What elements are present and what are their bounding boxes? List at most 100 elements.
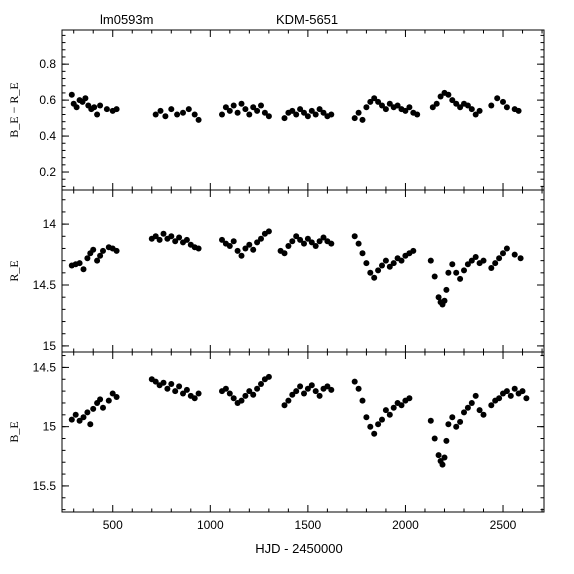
data-point bbox=[297, 236, 304, 243]
data-point bbox=[301, 390, 307, 397]
data-point bbox=[281, 402, 288, 409]
data-point bbox=[390, 260, 397, 267]
data-point bbox=[289, 391, 296, 398]
data-point bbox=[242, 106, 249, 113]
data-point bbox=[449, 261, 456, 268]
data-point bbox=[72, 411, 79, 418]
data-point bbox=[265, 228, 272, 235]
data-point bbox=[293, 388, 300, 395]
data-point bbox=[297, 383, 304, 390]
data-point bbox=[304, 235, 311, 242]
data-point bbox=[511, 385, 518, 392]
data-point bbox=[160, 230, 167, 237]
data-point bbox=[312, 111, 319, 118]
data-point bbox=[320, 234, 327, 241]
data-point bbox=[457, 418, 464, 425]
x-tick-label: 1500 bbox=[295, 518, 322, 532]
data-point bbox=[250, 104, 257, 111]
data-point bbox=[258, 381, 264, 387]
y-tick-label: 15 bbox=[43, 339, 57, 353]
data-point bbox=[113, 394, 120, 400]
y-axis-label: B_E bbox=[7, 421, 21, 442]
data-point bbox=[219, 111, 225, 118]
data-point bbox=[80, 266, 87, 273]
panel-color-index: 0.2 0.4 0.6 0.8 B_E − R_E bbox=[7, 29, 545, 191]
data-point bbox=[386, 411, 393, 418]
data-point bbox=[382, 257, 389, 264]
data-point bbox=[468, 400, 475, 406]
data-point bbox=[301, 240, 307, 247]
data-point bbox=[402, 107, 409, 114]
data-point bbox=[507, 392, 514, 399]
data-point bbox=[84, 409, 91, 416]
data-point bbox=[152, 233, 159, 240]
data-point bbox=[246, 388, 253, 395]
data-point bbox=[304, 113, 311, 120]
data-point bbox=[503, 388, 510, 395]
data-point bbox=[234, 247, 241, 254]
y-axis-label: R_E bbox=[7, 260, 21, 281]
data-point bbox=[90, 405, 97, 412]
data-point bbox=[328, 111, 335, 118]
data-point bbox=[105, 397, 112, 404]
data-point bbox=[94, 257, 101, 264]
panel-r-magnitude: 14 14.5 15 R_E bbox=[7, 189, 545, 353]
data-point bbox=[297, 106, 304, 113]
data-point bbox=[246, 111, 253, 118]
data-point bbox=[324, 383, 331, 390]
data-point bbox=[195, 116, 202, 123]
y-tick-label: 0.4 bbox=[39, 129, 56, 143]
data-point bbox=[312, 388, 319, 395]
data-point bbox=[156, 236, 163, 243]
data-point bbox=[289, 107, 296, 114]
data-point bbox=[226, 243, 233, 249]
data-point bbox=[281, 250, 288, 257]
data-point bbox=[76, 417, 83, 424]
data-point bbox=[308, 239, 315, 246]
data-point bbox=[443, 286, 450, 293]
data-point bbox=[293, 111, 300, 118]
data-point bbox=[152, 378, 159, 385]
data-point bbox=[394, 102, 401, 109]
data-point bbox=[379, 416, 385, 423]
header-center-label: KDM-5651 bbox=[276, 12, 338, 27]
data-point bbox=[113, 106, 120, 113]
panel-frame bbox=[61, 351, 545, 513]
data-point bbox=[152, 111, 159, 118]
data-point bbox=[523, 395, 530, 402]
data-point bbox=[351, 378, 358, 385]
data-point bbox=[183, 386, 190, 393]
data-point bbox=[431, 435, 438, 442]
data-point bbox=[320, 109, 327, 116]
data-point bbox=[464, 261, 471, 268]
data-point bbox=[359, 250, 366, 257]
header-left-label: lm0593m bbox=[100, 12, 153, 27]
data-point bbox=[433, 100, 440, 107]
data-point bbox=[97, 396, 104, 403]
data-point bbox=[68, 416, 75, 423]
data-point bbox=[172, 238, 179, 245]
data-point bbox=[258, 102, 264, 109]
data-point bbox=[242, 392, 249, 399]
data-point bbox=[476, 407, 483, 414]
data-point bbox=[379, 262, 385, 269]
data-point bbox=[191, 395, 198, 402]
data-point bbox=[87, 421, 94, 428]
data-point bbox=[375, 421, 382, 428]
data-point bbox=[230, 102, 237, 109]
data-point bbox=[468, 106, 475, 113]
data-point bbox=[176, 383, 183, 390]
data-point bbox=[367, 269, 374, 276]
data-point bbox=[390, 404, 397, 411]
data-point bbox=[281, 115, 288, 122]
data-point bbox=[84, 255, 91, 262]
data-point bbox=[238, 100, 245, 107]
data-point bbox=[113, 247, 120, 254]
x-tick-label: 2000 bbox=[392, 518, 419, 532]
data-point bbox=[472, 111, 479, 118]
data-point bbox=[164, 385, 171, 392]
data-point bbox=[445, 269, 452, 276]
data-point bbox=[285, 243, 292, 249]
x-tick-label: 500 bbox=[103, 518, 123, 532]
